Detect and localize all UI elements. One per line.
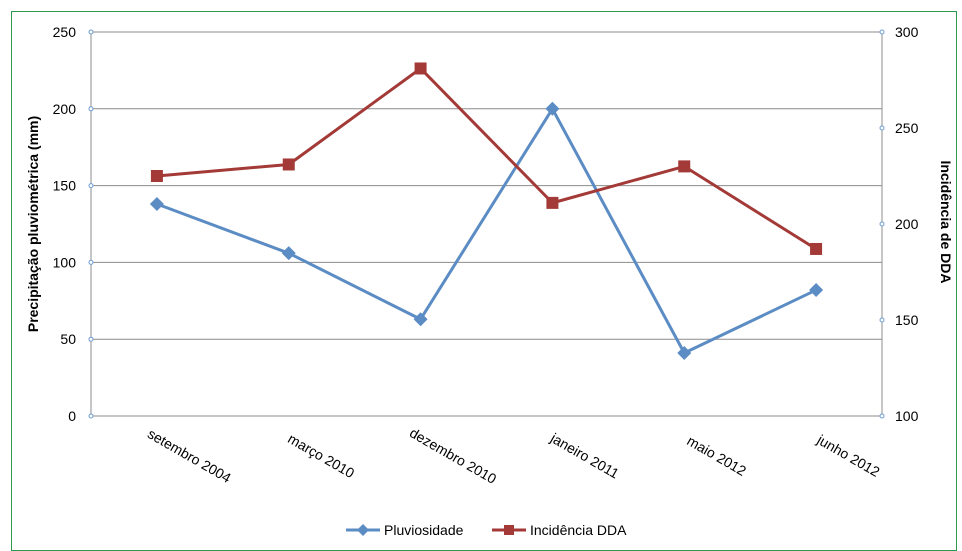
- x-tick-label: março 2010: [285, 430, 357, 481]
- right-tick-label: 200: [895, 216, 919, 232]
- left-tick-mark: [88, 336, 94, 342]
- left-tick-label: 200: [53, 101, 77, 117]
- data-point: [150, 170, 163, 182]
- right-tick-label: 300: [895, 24, 919, 40]
- data-point: [546, 196, 559, 209]
- x-tick-label: maio 2012: [684, 432, 749, 479]
- left-axis-ticks: 0 50 100 150 200 250: [53, 24, 94, 424]
- gridlines: [91, 31, 882, 340]
- legend-marker-incidencia: [504, 525, 514, 535]
- legend: Pluviosidade Incidência DDA: [346, 522, 627, 538]
- x-tick-label: dezembro 2010: [407, 424, 499, 487]
- series-pluviosidade: [149, 101, 824, 361]
- series-line: [156, 66, 817, 251]
- y2-axis-title: Incidência de DDA: [938, 161, 954, 284]
- data-point: [282, 158, 295, 171]
- right-axis-ticks: 100 150 200 250 300: [879, 24, 919, 424]
- data-point: [809, 283, 824, 298]
- chart-frame: [11, 11, 957, 551]
- series-line: [156, 107, 817, 355]
- left-tick-mark: [88, 183, 94, 189]
- data-point: [149, 197, 164, 212]
- series-incidencia-dda: [150, 62, 823, 255]
- right-tick-label: 100: [895, 408, 919, 424]
- series-layer: [149, 62, 824, 361]
- data-point: [281, 246, 296, 261]
- right-tick-mark: [879, 413, 885, 419]
- left-tick-label: 100: [53, 254, 77, 270]
- legend-label-incidencia: Incidência DDA: [530, 522, 627, 538]
- data-point: [678, 160, 691, 173]
- data-point: [810, 242, 823, 255]
- right-tick-label: 250: [895, 120, 919, 136]
- x-tick-label: junho 2012: [814, 431, 883, 480]
- y-axis-title: Precipitação pluviométrica (mm): [25, 116, 41, 332]
- data-point: [414, 62, 427, 75]
- right-tick-mark: [879, 221, 885, 227]
- left-tick-label: 0: [68, 408, 76, 424]
- legend-marker-pluviosidade: [357, 524, 369, 536]
- right-tick-mark: [879, 317, 885, 323]
- right-tick-label: 150: [895, 312, 919, 328]
- data-point: [413, 312, 428, 327]
- left-tick-mark: [88, 413, 94, 419]
- legend-label-pluviosidade: Pluviosidade: [384, 522, 464, 538]
- x-tick-label: setembro 2004: [145, 425, 234, 486]
- left-tick-mark: [88, 106, 94, 112]
- x-tick-label: janeiro 2011: [547, 429, 622, 481]
- left-tick-label: 250: [53, 24, 77, 40]
- left-tick-label: 50: [60, 331, 76, 347]
- right-tick-mark: [879, 125, 885, 131]
- left-tick-label: 150: [53, 178, 77, 194]
- x-axis-ticks: setembro 2004 março 2010 dezembro 2010 jane…: [145, 424, 883, 487]
- right-tick-mark: [879, 29, 885, 35]
- data-point: [677, 346, 692, 361]
- left-tick-mark: [88, 29, 94, 35]
- data-point: [545, 101, 560, 116]
- left-tick-mark: [88, 259, 94, 265]
